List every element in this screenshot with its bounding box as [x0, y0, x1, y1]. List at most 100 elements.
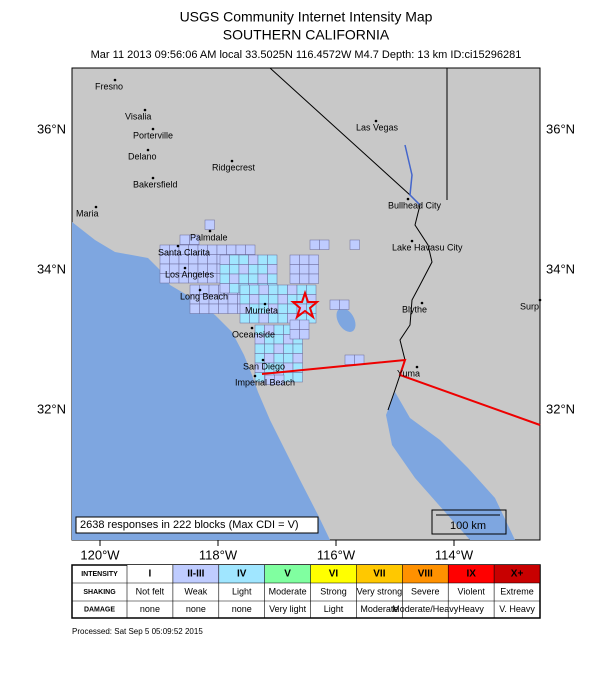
intensity-cell [306, 284, 317, 295]
legend: INTENSITY I II-III IV V VI VII VIII IX X+ SHAKING N… [71, 564, 541, 619]
intensity-cell [235, 244, 246, 255]
intensity-cell [238, 264, 249, 275]
intensity-cell [179, 234, 190, 245]
city-dot [143, 108, 147, 112]
city-dot [406, 197, 410, 201]
city-dot [261, 358, 265, 362]
cities: Fresno Visalia Porterville Delano Bakersfiel… [76, 78, 542, 387]
intensity-cell [258, 294, 269, 305]
subtitle: SOUTHERN CALIFORNIA [223, 27, 390, 43]
city-label: Maria [76, 208, 99, 218]
legend-cell: IV [237, 569, 247, 580]
intensity-cell [339, 299, 350, 310]
legend-cell: Extreme [500, 586, 534, 596]
intensity-cell [248, 264, 259, 275]
city-label: Bullhead City [388, 200, 442, 210]
legend-cell: VII [373, 569, 385, 580]
legend-cell: V. Heavy [499, 604, 535, 614]
intensity-swatch [264, 565, 311, 583]
intensity-swatch [172, 565, 219, 583]
city-label: Visalia [125, 111, 151, 121]
intensity-cell [267, 273, 278, 284]
intensity-cell [287, 284, 298, 295]
state-border [269, 67, 411, 196]
legend-cell: Violent [457, 586, 485, 596]
intensity-cell [229, 283, 240, 294]
intensity-cell [349, 239, 360, 250]
pacific-ocean [72, 222, 330, 540]
intensity-cell [308, 254, 319, 265]
legend-cell: none [232, 604, 252, 614]
city-dot [151, 127, 155, 131]
lon-label: 116°W [317, 547, 356, 562]
intensity-cell [254, 343, 265, 354]
city-label: Delano [128, 151, 157, 161]
city-dot [176, 244, 180, 248]
title: USGS Community Internet Intensity Map [180, 9, 433, 25]
intensity-cell [268, 284, 279, 295]
intensity-cell [292, 372, 303, 383]
intensity-cell [226, 244, 237, 255]
intensity-cell [268, 294, 279, 305]
intensity-cell [299, 273, 310, 284]
city-label: Fresno [95, 81, 123, 91]
intensity-cell [289, 329, 300, 340]
event-info: Mar 11 2013 09:56:06 AM local 33.5025N 1… [91, 49, 522, 61]
legend-cell: Weak [184, 586, 207, 596]
legend-cell: Very light [269, 604, 307, 614]
intensity-swatch [402, 565, 449, 583]
legend-cell: Strong [320, 586, 347, 596]
intensity-cell [267, 264, 278, 275]
intensity-cell [309, 239, 320, 250]
intensity-cell [299, 329, 310, 340]
intensity-cell [289, 254, 300, 265]
intensity-cell [219, 264, 230, 275]
legend-cell: IX [466, 569, 476, 580]
intensity-cell [273, 324, 284, 335]
city-dot [208, 229, 212, 233]
lon-label: 114°W [435, 547, 474, 562]
intensity-cell [277, 303, 288, 314]
city-dot [113, 78, 117, 82]
intensity-cell [308, 264, 319, 275]
legend-cell: Moderate [360, 604, 398, 614]
legend-row-header: DAMAGE [84, 606, 115, 613]
intensity-cell [218, 303, 229, 314]
city-dot [94, 205, 98, 209]
intensity-cell [248, 273, 259, 284]
legend-cell: VI [329, 569, 339, 580]
intensity-cell [227, 294, 238, 305]
intensity-cell [299, 264, 310, 275]
intensity-cell [344, 354, 355, 365]
intensity-cell [199, 303, 210, 314]
city-dot [253, 374, 257, 378]
intensity-cell [267, 254, 278, 265]
intensity-cell [257, 264, 268, 275]
intensity-cell [283, 343, 294, 354]
city-label: Murrieta [245, 305, 278, 315]
legend-cell: none [140, 604, 160, 614]
intensity-cell [264, 343, 275, 354]
city-dot [415, 365, 419, 369]
intensity-cell [239, 294, 250, 305]
salton-sea [336, 308, 356, 332]
intensity-cell [216, 244, 227, 255]
city-label: Surp [520, 301, 539, 311]
city-label: Porterville [133, 130, 173, 140]
city-dot [198, 288, 202, 292]
legend-cell: Heavy [458, 604, 484, 614]
intensity-cell [299, 319, 310, 330]
intensity-swatch [127, 565, 173, 583]
legend-cell: Light [232, 586, 252, 596]
intensity-cell [227, 303, 238, 314]
legend-cell: VIII [418, 569, 433, 580]
intensity-cell [229, 254, 240, 265]
lat-label: 32°N [546, 401, 575, 416]
intensity-cell [208, 303, 219, 314]
legend-cell: Not felt [136, 586, 165, 596]
intensity-cell [299, 254, 310, 265]
intensity-cell [219, 254, 230, 265]
lat-label: 32°N [37, 401, 66, 416]
lon-label: 120°W [80, 547, 120, 562]
intensity-cell [238, 273, 249, 284]
